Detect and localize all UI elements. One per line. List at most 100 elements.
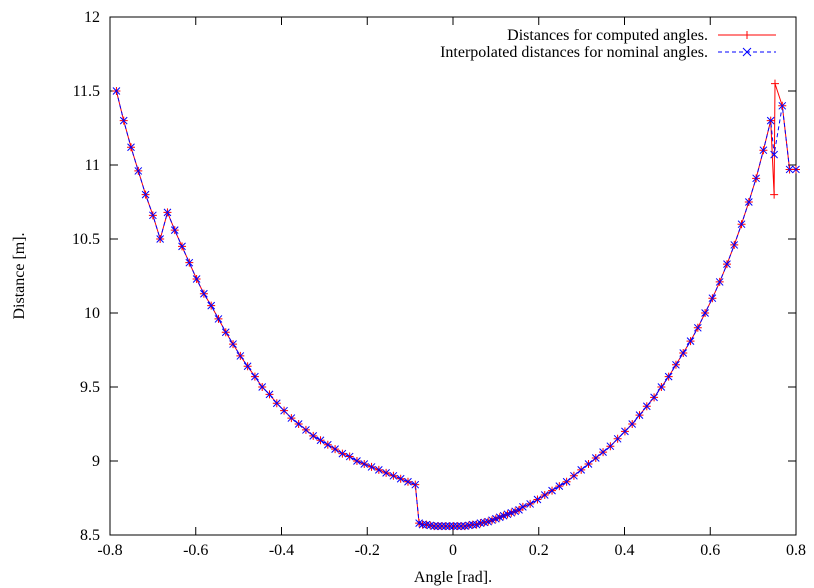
data-point-series2 (374, 466, 383, 474)
x-tick-label: -0.4 (269, 542, 294, 559)
legend-marker-series1 (743, 31, 751, 39)
data-point-series2 (353, 457, 361, 465)
data-point-series2 (192, 275, 201, 283)
data-point-series2 (526, 500, 535, 508)
plot-frame (109, 16, 797, 536)
data-point-series2 (715, 278, 724, 286)
data-point-series2 (287, 414, 296, 422)
legend-marker-series2 (742, 47, 752, 57)
data-point-series2 (449, 522, 458, 530)
data-point-series2 (389, 471, 398, 480)
data-point-series2 (785, 165, 794, 174)
data-point-series2 (635, 411, 644, 419)
data-point-series2 (778, 101, 787, 110)
data-point-series2 (515, 505, 523, 514)
x-tick-label: 0.6 (700, 542, 720, 559)
data-point-series2 (323, 440, 332, 449)
data-point-series2 (708, 294, 717, 303)
data-point-series2 (437, 522, 446, 530)
data-point-series2 (200, 289, 208, 298)
data-point-series2 (701, 309, 709, 317)
data-point-series2 (127, 143, 135, 152)
data-point-series2 (119, 116, 128, 125)
series-lines (115, 83, 796, 527)
data-point-series2 (302, 426, 310, 434)
axis-tick-labels: -0.8 -0.6 -0.4 -0.2 0 0.2 0.4 0.6 0.8 8.5 9 9.5 10 10… (72, 9, 806, 559)
data-point-series2 (562, 477, 571, 486)
data-point-series2 (441, 522, 450, 530)
y-axis-label: Distance [m]. (11, 232, 28, 319)
data-point-series2 (331, 445, 339, 454)
data-point-series2 (657, 383, 666, 391)
y-tick-label: 10 (84, 305, 100, 322)
data-point-series2 (555, 482, 564, 491)
data-point-series2 (178, 242, 186, 251)
legend: Distances for computed angles. Interpola… (440, 27, 776, 61)
data-point-series2 (577, 466, 586, 474)
data-point-series2 (792, 165, 800, 174)
y-tick-label: 11.5 (73, 83, 100, 100)
x-tick-label: 0.2 (529, 542, 549, 559)
data-point-series2 (345, 452, 354, 461)
x-tick-label: -0.8 (97, 542, 122, 559)
data-point-series2 (613, 434, 622, 443)
data-point-series2 (272, 399, 281, 408)
data-point-series2 (258, 383, 267, 391)
data-point-series2 (170, 226, 179, 234)
data-point-series2 (770, 150, 778, 159)
data-point-series2 (411, 480, 420, 489)
data-point-series2 (280, 406, 288, 415)
data-point-series2 (599, 448, 607, 456)
data-point-series2 (759, 146, 768, 155)
data-point-series2 (650, 393, 658, 402)
data-point-series2 (737, 220, 746, 229)
data-point-series2 (309, 431, 318, 440)
data-point-series2 (243, 362, 252, 371)
data-point-series2 (214, 315, 223, 323)
data-point-series2 (338, 449, 347, 458)
data-point-series2 (453, 522, 462, 530)
data-point-series2 (540, 491, 549, 499)
data-point-series2 (679, 349, 688, 357)
data-point-series2 (591, 454, 600, 462)
data-point-series2 (693, 323, 702, 332)
data-point-series2 (156, 235, 165, 243)
data-point-series2 (642, 402, 651, 411)
data-point-series2 (519, 503, 527, 511)
data-point-series2 (316, 436, 325, 445)
data-point-series2 (367, 463, 376, 471)
y-tick-label: 9 (92, 453, 100, 470)
data-point-series2 (730, 241, 739, 249)
data-point-series2 (149, 211, 157, 220)
y-tick-label: 11 (85, 157, 100, 174)
data-point-series2 (382, 468, 390, 477)
data-point-series2 (294, 420, 303, 428)
data-point-series2 (570, 471, 578, 480)
data-point-series2 (221, 328, 230, 337)
data-point-series2 (434, 522, 442, 530)
data-point-series2 (548, 486, 556, 495)
data-point-series2 (229, 340, 237, 348)
data-point-series2 (185, 258, 194, 267)
series-markers (112, 79, 800, 531)
data-point-series2 (468, 520, 477, 529)
axis-ticks (109, 16, 797, 536)
x-axis-label: Angle [rad]. (414, 569, 492, 586)
data-point-series2 (621, 427, 629, 436)
series-line-2 (115, 90, 796, 527)
data-point-series2 (360, 460, 369, 468)
data-point-series2 (396, 474, 405, 483)
data-point-series2 (723, 260, 731, 269)
data-point-series2 (584, 460, 593, 468)
x-tick-label: -0.2 (355, 542, 380, 559)
y-tick-label: 10.5 (72, 231, 100, 248)
data-point-series2 (752, 174, 760, 183)
data-point-series1 (770, 190, 779, 199)
data-point-series2 (236, 352, 245, 360)
data-point-series2 (265, 390, 274, 399)
data-point-series2 (251, 372, 259, 381)
legend-label-series2: Interpolated distances for nominal angle… (440, 44, 708, 61)
data-point-series2 (207, 301, 216, 310)
x-tick-label: 0.4 (615, 542, 635, 559)
